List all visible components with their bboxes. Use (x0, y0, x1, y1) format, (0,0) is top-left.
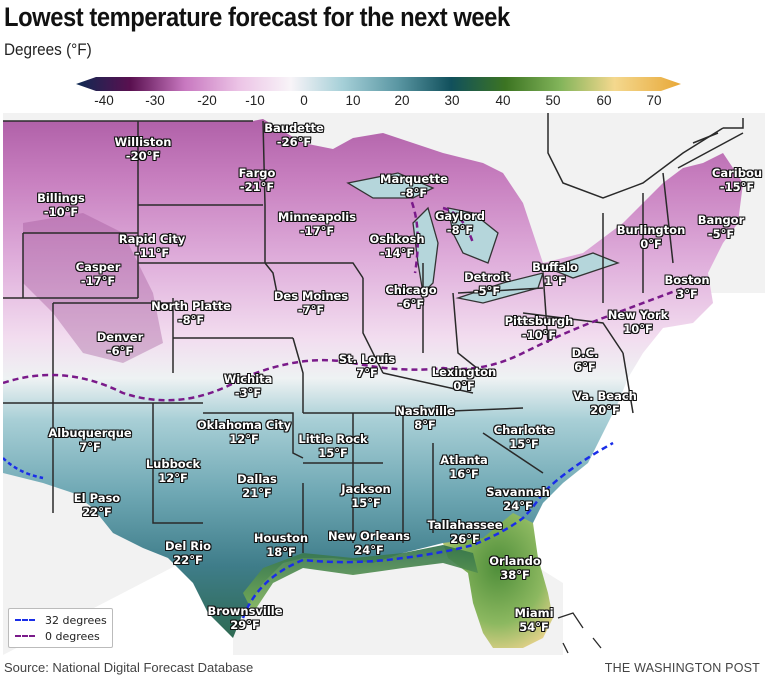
tick-label: 30 (444, 93, 460, 108)
legend-item-32-degrees: 32 degrees (15, 613, 107, 627)
tick-label: 40 (495, 93, 511, 108)
tick-label: 20 (394, 93, 410, 108)
city-label: Denver -6°F (96, 330, 144, 358)
city-label: Billings -10°F (37, 191, 85, 219)
city-label: Brownsville 29°F (207, 604, 283, 632)
city-label: Caribou -15°F (711, 166, 763, 194)
city-label: Des Moines -7°F (273, 289, 349, 317)
tick-label: 70 (646, 93, 662, 108)
city-label: St. Louis 7°F (338, 352, 396, 380)
city-label: Minneapolis -17°F (277, 210, 357, 238)
city-label: Buffalo 1°F (532, 260, 578, 288)
tick-label: -30 (145, 93, 165, 108)
legend-item-0-degrees: 0 degrees (15, 629, 100, 643)
city-label: Pittsburgh -10°F (504, 314, 574, 342)
city-label: El Paso 22°F (73, 491, 121, 519)
tick-label: 10 (345, 93, 361, 108)
city-label: Bangor -5°F (697, 213, 745, 241)
chart-subtitle: Degrees (°F) (4, 40, 92, 59)
city-label: Rapid City -11°F (118, 232, 186, 260)
map-legend: 32 degrees 0 degrees (8, 608, 113, 648)
city-label: Baudette -26°F (264, 121, 324, 149)
city-label: Dallas 21°F (237, 472, 277, 500)
city-label: New Orleans 24°F (327, 529, 411, 557)
city-label: Del Rio 22°F (165, 539, 211, 567)
city-label: Savannah 24°F (486, 485, 550, 513)
city-label: North Platte -8°F (151, 299, 231, 327)
city-label: Jackson 15°F (341, 482, 391, 510)
source-note: Source: National Digital Forecast Databa… (4, 660, 254, 675)
city-label: Fargo -21°F (238, 166, 276, 194)
city-label: Va. Beach 20°F (573, 389, 637, 417)
city-label: Houston 18°F (253, 531, 309, 559)
tick-label: 0 (300, 93, 308, 108)
city-label: Detroit -5°F (464, 270, 510, 298)
city-label: New York 10°F (607, 308, 669, 336)
city-label: Little Rock 15°F (298, 432, 368, 460)
purple-dashed-line-icon (15, 635, 35, 637)
city-label: Chicago -6°F (385, 283, 437, 311)
tick-label: 50 (545, 93, 561, 108)
blue-dashed-line-icon (15, 619, 35, 621)
publisher-credit: THE WASHINGTON POST (604, 661, 760, 675)
city-label: Lexington 0°F (431, 365, 497, 393)
city-label: Atlanta 16°F (440, 453, 488, 481)
color-scale-bar (76, 77, 681, 91)
city-label: Boston 3°F (664, 273, 710, 301)
tick-label: -20 (197, 93, 217, 108)
city-label: Albuquerque 7°F (48, 426, 132, 454)
city-label: Tallahassee 26°F (427, 518, 503, 546)
city-label: D.C. 6°F (571, 346, 599, 374)
chart-title: Lowest temperature forecast for the next… (4, 2, 510, 32)
city-label: Wichita -3°F (223, 372, 273, 400)
city-label: Orlando 38°F (489, 554, 541, 582)
tick-label: 60 (596, 93, 612, 108)
city-label: Nashville 8°F (395, 404, 455, 432)
tick-label: -40 (94, 93, 114, 108)
city-label: Oklahoma City 12°F (196, 418, 292, 446)
map-graphic (3, 113, 765, 655)
city-label: Marquette -8°F (380, 172, 448, 200)
city-label: Miami 54°F (514, 606, 554, 634)
temperature-map: Baudette -26°F Williston -20°F Fargo -21°F … (3, 113, 765, 655)
city-label: Oshkosh -14°F (369, 232, 425, 260)
city-label: Lubbock 12°F (145, 457, 201, 485)
city-label: Williston -20°F (114, 135, 172, 163)
city-label: Gaylord -8°F (434, 209, 486, 237)
tick-label: -10 (245, 93, 265, 108)
city-label: Charlotte 15°F (493, 423, 555, 451)
color-scale-ticks: -40 -30 -20 -10 0 10 20 30 40 50 60 70 (0, 93, 768, 111)
city-label: Casper -17°F (75, 260, 121, 288)
city-label: Burlington 0°F (616, 223, 686, 251)
